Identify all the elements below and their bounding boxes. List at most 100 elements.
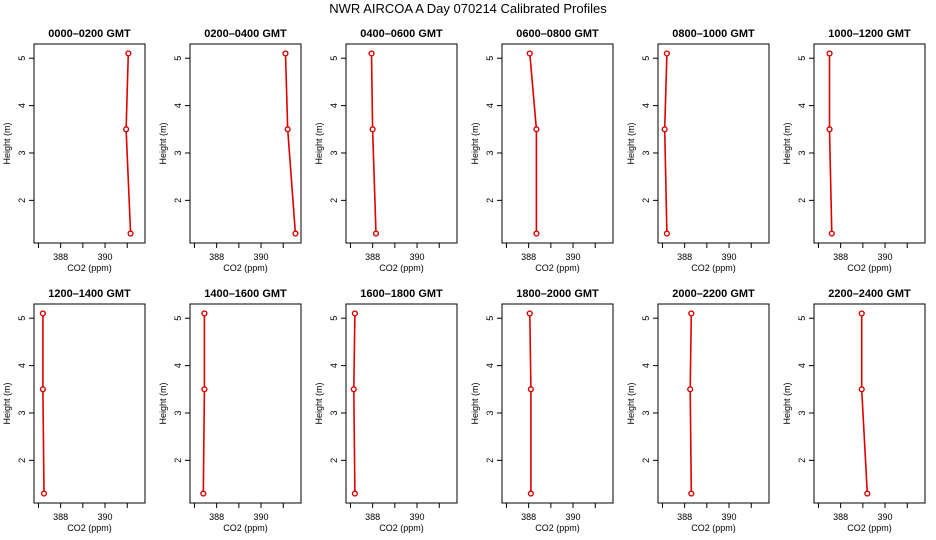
plot-frame xyxy=(813,43,926,244)
x-tick-label: 390 xyxy=(98,512,113,522)
panel-title: 0400–0600 GMT xyxy=(360,28,443,40)
y-tick-label: 2 xyxy=(641,198,651,203)
panel-title: 1400–1600 GMT xyxy=(204,288,287,300)
y-tick-label: 3 xyxy=(797,410,807,415)
profile-line xyxy=(202,313,206,494)
x-tick-label: 390 xyxy=(410,252,425,262)
panel-8: 1400–1600 GMT 388 390 2 3 4 5 CO2 (ppm) Height (… xyxy=(158,288,302,533)
profile-point xyxy=(292,230,299,237)
x-tick-label: 388 xyxy=(209,252,224,262)
profile-point xyxy=(858,310,865,317)
x-axis-label: CO2 (ppm) xyxy=(379,523,424,533)
profile-point xyxy=(526,50,533,57)
y-axis-label: Height (m) xyxy=(626,382,636,424)
y-tick-label: 3 xyxy=(17,410,27,415)
x-axis-label: CO2 (ppm) xyxy=(223,263,268,273)
y-tick-label: 5 xyxy=(17,316,27,321)
y-tick-label: 3 xyxy=(173,150,183,155)
profile-line xyxy=(529,53,538,234)
x-axis-label: CO2 (ppm) xyxy=(535,523,580,533)
y-tick-label: 4 xyxy=(797,363,807,368)
plot-frame xyxy=(501,43,614,244)
y-tick-label: 2 xyxy=(485,198,495,203)
panel-title: 1000–1200 GMT xyxy=(828,28,911,40)
profile-line xyxy=(284,53,297,234)
profile-line xyxy=(860,313,869,494)
x-tick-label: 388 xyxy=(365,512,380,522)
panel-title: 0600–0800 GMT xyxy=(516,28,599,40)
profile-point xyxy=(123,126,130,133)
x-axis-label: CO2 (ppm) xyxy=(67,263,112,273)
profile-point xyxy=(201,386,208,393)
panel-title: 2200–2400 GMT xyxy=(828,288,911,300)
panel-4: 0600–0800 GMT 388 390 2 3 4 5 CO2 (ppm) Height (… xyxy=(470,28,614,273)
panel-12: 2200–2400 GMT 388 390 2 3 4 5 CO2 (ppm) Height (… xyxy=(782,288,926,533)
y-tick-label: 2 xyxy=(173,198,183,203)
panel-5: 0800–1000 GMT 388 390 2 3 4 5 CO2 (ppm) Height (… xyxy=(626,28,770,273)
panel-title: 0800–1000 GMT xyxy=(672,28,755,40)
profile-point xyxy=(826,126,833,133)
profile-point xyxy=(688,310,695,317)
x-tick-label: 388 xyxy=(833,252,848,262)
panel-1: 0000–0200 GMT 388 390 2 3 4 5 CO2 (ppm) Height (… xyxy=(2,28,146,273)
panel-2: 0200–0400 GMT 388 390 2 3 4 5 CO2 (ppm) Height (… xyxy=(158,28,302,273)
y-tick-label: 5 xyxy=(17,56,27,61)
y-tick-label: 5 xyxy=(641,316,651,321)
x-tick-label: 388 xyxy=(53,512,68,522)
x-tick-label: 390 xyxy=(410,512,425,522)
x-axis-label: CO2 (ppm) xyxy=(691,263,736,273)
profile-point xyxy=(284,126,291,133)
profile-point xyxy=(661,126,668,133)
y-tick-label: 3 xyxy=(797,150,807,155)
y-tick-label: 3 xyxy=(329,150,339,155)
x-tick-label: 390 xyxy=(722,252,737,262)
profile-point xyxy=(527,490,534,497)
y-tick-label: 5 xyxy=(641,56,651,61)
plot-frame xyxy=(33,303,146,504)
y-tick-label: 2 xyxy=(329,458,339,463)
panel-title: 1800–2000 GMT xyxy=(516,288,599,300)
profile-point xyxy=(826,50,833,57)
x-tick-label: 390 xyxy=(566,252,581,262)
y-tick-label: 4 xyxy=(329,363,339,368)
profile-point xyxy=(663,50,670,57)
profile-point xyxy=(688,490,695,497)
y-tick-label: 4 xyxy=(329,103,339,108)
y-tick-label: 3 xyxy=(17,150,27,155)
panel-title: 1200–1400 GMT xyxy=(48,288,131,300)
profile-point xyxy=(201,310,208,317)
x-tick-label: 388 xyxy=(677,252,692,262)
y-tick-label: 2 xyxy=(329,198,339,203)
profile-point xyxy=(368,50,375,57)
y-tick-label: 4 xyxy=(641,363,651,368)
plot-frame xyxy=(189,43,302,244)
y-tick-label: 5 xyxy=(329,316,339,321)
x-tick-label: 388 xyxy=(209,512,224,522)
y-axis-label: Height (m) xyxy=(470,382,480,424)
y-tick-label: 3 xyxy=(485,410,495,415)
plot-frame xyxy=(657,303,770,504)
plot-frame xyxy=(501,303,614,504)
y-axis-label: Height (m) xyxy=(626,122,636,164)
profile-point xyxy=(351,310,358,317)
profile-line xyxy=(352,313,356,494)
x-axis-label: CO2 (ppm) xyxy=(847,523,892,533)
profile-point xyxy=(369,126,376,133)
profile-point xyxy=(687,386,694,393)
profile-point xyxy=(663,230,670,237)
panel-3: 0400–0600 GMT 388 390 2 3 4 5 CO2 (ppm) Height (… xyxy=(314,28,458,273)
panel-9: 1600–1800 GMT 388 390 2 3 4 5 CO2 (ppm) Height (… xyxy=(314,288,458,533)
y-axis-label: Height (m) xyxy=(314,382,324,424)
y-tick-label: 2 xyxy=(797,198,807,203)
panel-10: 1800–2000 GMT 388 390 2 3 4 5 CO2 (ppm) Height (… xyxy=(470,288,614,533)
profile-point xyxy=(533,230,540,237)
y-tick-label: 4 xyxy=(797,103,807,108)
y-axis-label: Height (m) xyxy=(158,122,168,164)
profile-point xyxy=(125,50,132,57)
x-tick-label: 388 xyxy=(521,512,536,522)
plot-frame xyxy=(345,303,458,504)
profile-point xyxy=(39,310,46,317)
y-tick-label: 2 xyxy=(485,458,495,463)
plot-frame xyxy=(345,43,458,244)
